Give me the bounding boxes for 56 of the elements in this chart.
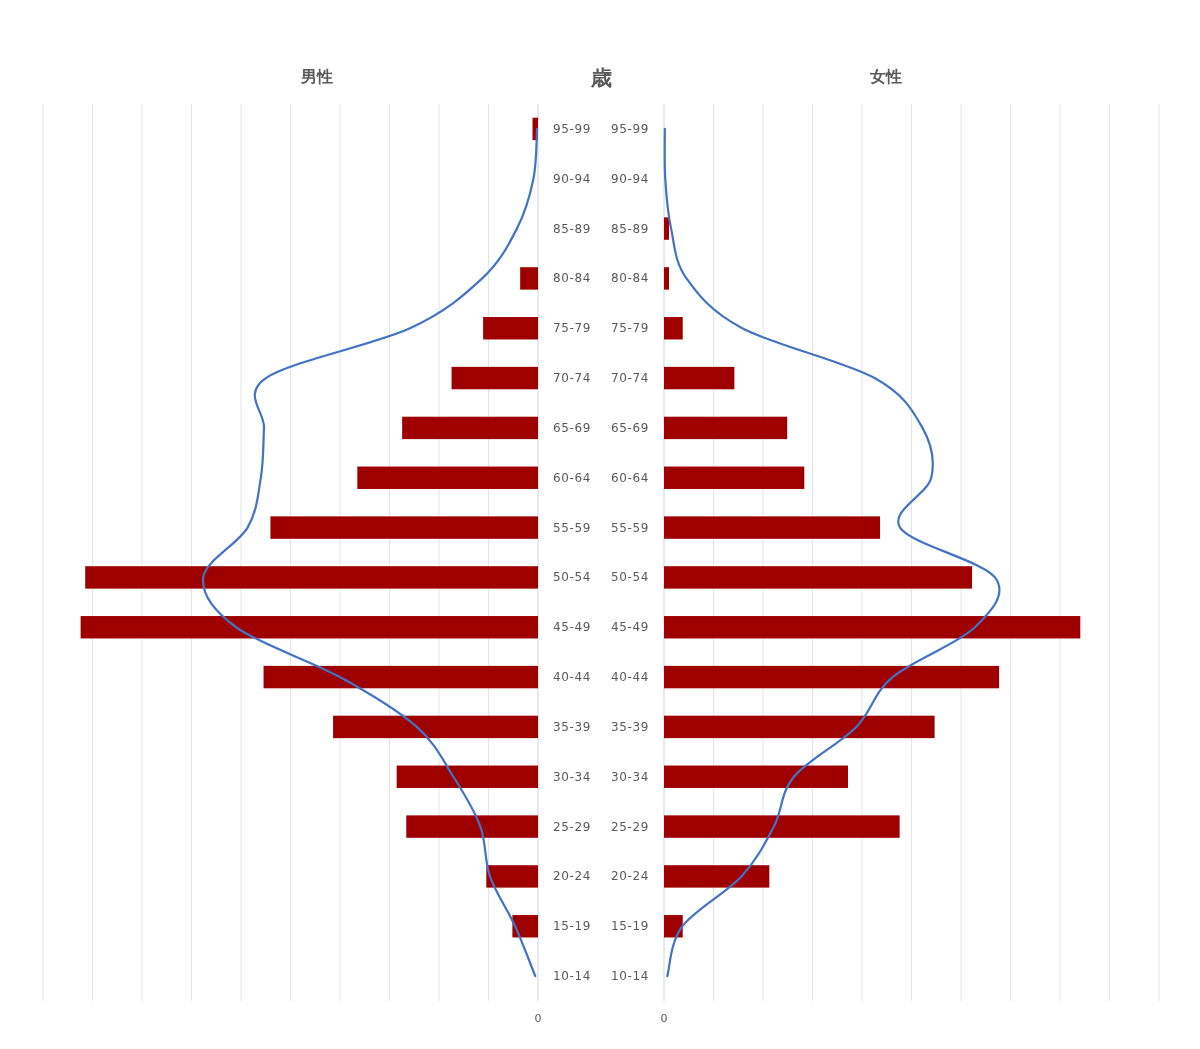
y-tick-label: 90-94 bbox=[553, 171, 591, 186]
bar bbox=[664, 366, 735, 390]
y-axis-title: 歳 bbox=[589, 66, 612, 90]
y-tick-label: 30-34 bbox=[611, 769, 649, 784]
y-tick-label: 85-89 bbox=[611, 221, 649, 236]
text: 0 bbox=[534, 1011, 542, 1025]
y-tick-label: 65-69 bbox=[553, 420, 591, 435]
y-tick-label: 70-74 bbox=[611, 371, 649, 386]
y-tick-label: 50-54 bbox=[553, 570, 591, 585]
bar bbox=[664, 665, 1000, 689]
y-tick-label: 15-19 bbox=[553, 919, 591, 934]
y-tick-label: 40-44 bbox=[611, 670, 649, 685]
bar bbox=[664, 416, 788, 440]
y-tick-label: 65-69 bbox=[611, 420, 649, 435]
bar bbox=[664, 865, 770, 888]
chart-title: 女性 bbox=[868, 66, 902, 86]
bar bbox=[664, 317, 683, 340]
y-tick-label: 25-29 bbox=[611, 819, 649, 834]
text: 0 bbox=[660, 1011, 668, 1025]
y-tick-label: 40-44 bbox=[553, 670, 591, 685]
y-tick-label: 95-99 bbox=[611, 121, 649, 136]
bar bbox=[664, 765, 848, 788]
y-tick-label: 45-49 bbox=[611, 620, 649, 635]
y-tick-label: 20-24 bbox=[611, 869, 649, 884]
bar bbox=[664, 815, 900, 838]
y-tick-label: 35-39 bbox=[553, 719, 591, 734]
y-tick-label: 75-79 bbox=[553, 321, 591, 336]
y-tick-label: 15-19 bbox=[611, 919, 649, 934]
bar bbox=[664, 566, 973, 589]
y-tick-label: 55-59 bbox=[553, 520, 591, 535]
y-tick-label: 80-84 bbox=[553, 271, 591, 286]
y-tick-label: 10-14 bbox=[553, 969, 591, 984]
y-tick-label: 90-94 bbox=[611, 171, 649, 186]
y-tick-label: 55-59 bbox=[611, 520, 649, 535]
chart-title: 男性 bbox=[299, 66, 333, 86]
y-tick-label: 85-89 bbox=[553, 221, 591, 236]
bar bbox=[664, 267, 669, 290]
y-tick-label: 95-99 bbox=[553, 121, 591, 136]
bar bbox=[664, 915, 683, 938]
y-tick-label: 30-34 bbox=[553, 769, 591, 784]
bar bbox=[664, 616, 1081, 639]
y-tick-label: 70-74 bbox=[553, 371, 591, 386]
y-tick-label: 60-64 bbox=[553, 470, 591, 485]
y-tick-label: 20-24 bbox=[553, 869, 591, 884]
y-tick-label: 25-29 bbox=[553, 819, 591, 834]
y-tick-label: 10-14 bbox=[611, 969, 649, 984]
y-tick-label: 75-79 bbox=[611, 321, 649, 336]
bar bbox=[664, 516, 881, 539]
y-tick-label: 35-39 bbox=[611, 719, 649, 734]
bar bbox=[664, 217, 669, 240]
y-tick-label: 60-64 bbox=[611, 470, 649, 485]
y-tick-label: 45-49 bbox=[553, 620, 591, 635]
y-tick-label: 80-84 bbox=[611, 271, 649, 286]
bar bbox=[664, 466, 805, 489]
y-tick-label: 50-54 bbox=[611, 570, 649, 585]
bar bbox=[664, 715, 935, 739]
